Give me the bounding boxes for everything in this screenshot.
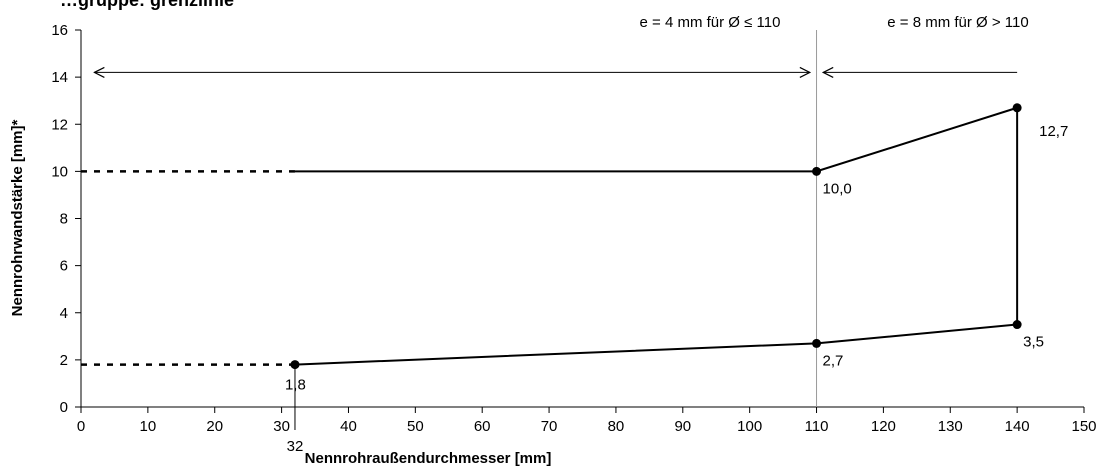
x-tick-label: 30 (273, 418, 290, 435)
range-label: e = 8 mm für Ø > 110 (887, 14, 1028, 31)
series-layer (81, 106, 1019, 366)
marker-layer: 10,0 12,7 1,8 2,7 3,5 (285, 103, 1068, 394)
y-tick-label: 8 (60, 211, 68, 228)
y-tick-label: 6 (60, 258, 68, 275)
y-tick-label: 14 (51, 69, 68, 86)
x-tick-label: 100 (737, 418, 762, 435)
x-tick-label: 90 (674, 418, 691, 435)
extra-tick-label: 32 (287, 438, 304, 455)
x-tick-label: 140 (1005, 418, 1030, 435)
data-point (1012, 320, 1022, 330)
x-tick-label: 120 (871, 418, 896, 435)
axes: 0 10 20 30 40 50 60 70 80 90 100 110 120 130 140 150 0 2 4… (51, 22, 1096, 455)
data-label: 10,0 (823, 180, 852, 197)
annotations: e = 4 mm für Ø ≤ 110 e = 8 mm für Ø > 110 (94, 14, 1029, 407)
data-point (812, 166, 822, 176)
data-label: 12,7 (1039, 123, 1068, 140)
y-axis-title: Nennrohrwandstärke [mm]* (9, 119, 26, 316)
x-tick-label: 80 (608, 418, 625, 435)
x-tick-label: 0 (77, 418, 85, 435)
x-tick-label: 10 (140, 418, 157, 435)
x-tick-label: 20 (206, 418, 223, 435)
y-tick-label: 2 (60, 352, 68, 369)
x-axis-title: Nennrohraußendurchmesser [mm] (305, 450, 552, 467)
data-label: 1,8 (285, 377, 306, 394)
range-label: e = 4 mm für Ø ≤ 110 (640, 14, 781, 31)
x-tick-label: 150 (1071, 418, 1096, 435)
x-tick-label: 60 (474, 418, 491, 435)
y-tick-label: 4 (60, 305, 68, 322)
x-tick-label: 50 (407, 418, 424, 435)
x-tick-label: 130 (938, 418, 963, 435)
series-line (294, 106, 1018, 173)
x-tick-label: 70 (541, 418, 558, 435)
y-tick-label: 0 (60, 399, 68, 416)
y-tick-label: 10 (51, 163, 68, 180)
y-tick-label: 16 (51, 22, 68, 39)
data-label: 2,7 (823, 352, 844, 369)
data-point (290, 360, 300, 370)
data-point (1012, 103, 1022, 113)
y-tick-label: 12 (51, 116, 68, 133)
x-tick-label: 40 (340, 418, 357, 435)
chart-title: …gruppe: grenzlinie (60, 0, 234, 10)
data-label: 3,5 (1023, 334, 1044, 351)
series-line (294, 323, 1018, 366)
x-tick-label: 110 (805, 418, 829, 435)
data-point (812, 338, 822, 348)
